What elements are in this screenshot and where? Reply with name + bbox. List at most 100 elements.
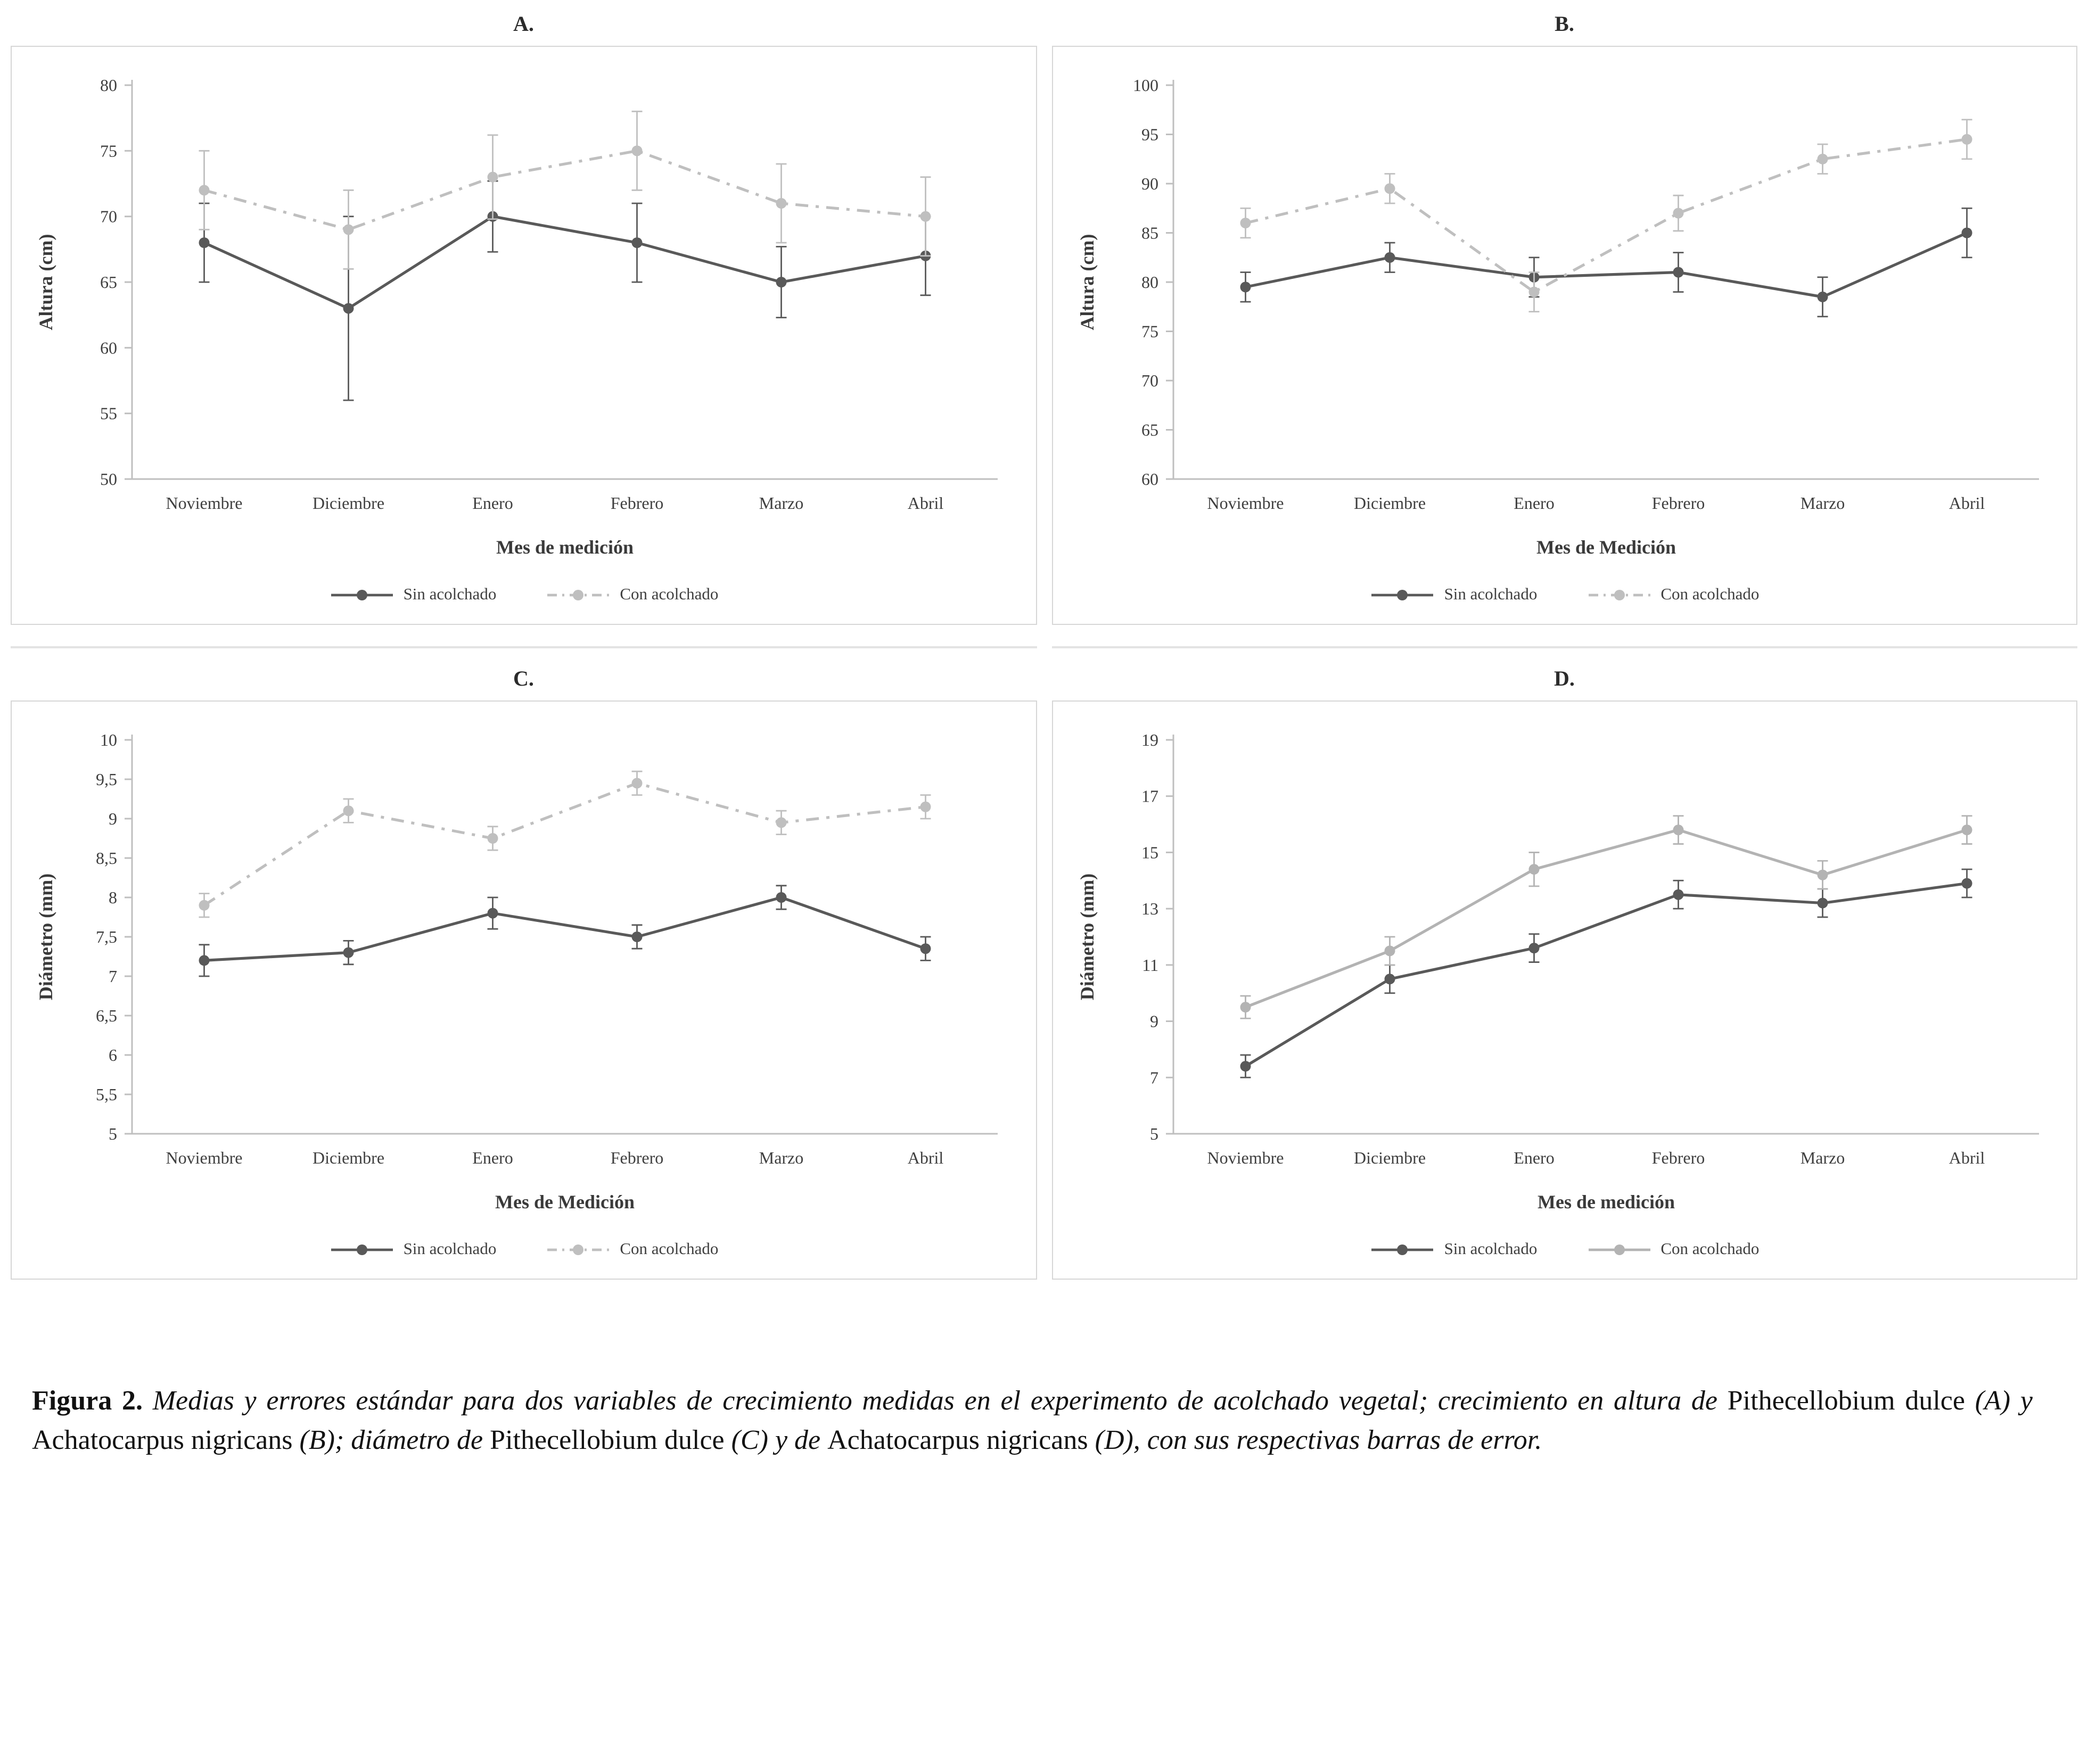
chart-panel-b: 60 65 70 75 80 85 90 95 100 Noviembre Diciembre Ene… [1051, 46, 2077, 625]
data-point-marker [776, 277, 787, 287]
data-point-marker [1673, 889, 1683, 900]
data-point-marker [1240, 218, 1251, 228]
data-point-marker [920, 801, 931, 812]
y-tick-label: 9 [109, 809, 118, 828]
x-tick-label: Diciembre [313, 493, 384, 513]
data-point-marker [1961, 227, 1972, 238]
x-tick-label: Noviembre [1207, 1148, 1284, 1167]
legend-line-sample-icon [547, 590, 610, 600]
caption-segment: Achatocarpus nigricans [827, 1424, 1095, 1455]
data-point-marker [1817, 153, 1828, 164]
y-tick-label: 55 [101, 404, 118, 423]
x-tick-label: Diciembre [1353, 1148, 1425, 1167]
y-tick-label: 65 [1141, 421, 1158, 440]
caption-segment: Achatocarpus nigricans [32, 1424, 300, 1455]
y-axis: 5 7 9 11 13 15 17 19 [1141, 730, 1174, 1143]
y-tick-label: 8,5 [96, 848, 118, 868]
data-point-marker [1384, 183, 1395, 194]
data-point-marker [199, 237, 210, 248]
x-tick-label: Diciembre [1353, 493, 1425, 513]
legend-label: Con acolchado [1660, 586, 1760, 604]
data-point-marker [1384, 945, 1395, 957]
chart-canvas: 50 55 60 65 70 75 80 Noviembre Diciembre Enero Feb… [36, 76, 998, 558]
y-axis: 60 65 70 75 80 85 90 95 100 [1133, 76, 1174, 489]
y-tick-label: 17 [1141, 787, 1158, 806]
x-tick-label: Marzo [1800, 1148, 1845, 1167]
row-separator-left [11, 646, 1037, 648]
y-tick-label: 95 [1141, 125, 1158, 144]
legend-label: Con acolchado [620, 1240, 719, 1258]
caption-segment: (C) y de [731, 1424, 828, 1455]
data-point-marker [1673, 208, 1683, 219]
legend-line-sample-icon [1371, 590, 1434, 600]
chart-panel-c: 5 5,5 6 6,5 7 7,5 8 8,5 9 9,5 10 Noviembre Diciembre… [11, 700, 1037, 1280]
x-tick-label: Noviembre [166, 493, 243, 513]
charts-grid: A. 50 55 60 65 70 75 80 Noviembre Diciembre Enero… [0, 9, 2088, 1280]
x-tick-label: Marzo [759, 493, 804, 513]
data-point-marker [1673, 267, 1683, 278]
data-point-marker [920, 943, 931, 954]
y-tick-label: 5,5 [96, 1085, 118, 1104]
series-line [1245, 828, 1967, 1009]
legend-label: Sin acolchado [403, 586, 497, 604]
error-bars [1240, 868, 1972, 1078]
data-point-marker [1961, 825, 1972, 836]
legend-line-sample-icon [331, 1244, 393, 1255]
y-axis-label: Diámetro (mm) [36, 873, 57, 1000]
y-tick-label: 8 [109, 888, 118, 907]
caption-segment: Pithecellobium dulce [1727, 1385, 1975, 1416]
x-axis: Noviembre Diciembre Enero Febrero Marzo Abril [132, 1133, 998, 1167]
panel-section-a: A. 50 55 60 65 70 75 80 Noviembre Diciembre Enero… [11, 9, 1037, 625]
x-tick-label: Enero [473, 1148, 513, 1167]
data-point-marker [1961, 134, 1972, 145]
y-axis-label: Altura (cm) [36, 234, 57, 331]
data-point-marker [199, 955, 210, 966]
x-tick-label: Noviembre [1207, 493, 1284, 513]
panel-label-d: D. [1554, 667, 1575, 691]
chart-panel-d: 5 7 9 11 13 15 17 19 Noviembre Diciembre Enero Febr… [1051, 700, 2077, 1280]
legend-label: Sin acolchado [1444, 1240, 1538, 1258]
y-tick-label: 75 [101, 141, 118, 160]
legend-label: Sin acolchado [1444, 586, 1538, 604]
y-tick-label: 7 [109, 967, 118, 986]
caption-segment: Pithecellobium dulce [490, 1424, 731, 1455]
y-tick-label: 70 [1141, 371, 1158, 390]
y-tick-label: 75 [1141, 322, 1158, 341]
data-point-marker [1673, 825, 1683, 836]
panel-label-b: B. [1555, 13, 1574, 36]
data-point-marker [632, 145, 643, 156]
y-axis-label: Altura (cm) [1076, 234, 1098, 331]
series-line [203, 781, 926, 906]
data-point-marker [1528, 943, 1539, 954]
x-tick-label: Enero [1514, 493, 1554, 513]
x-tick-label: Febrero [611, 493, 664, 513]
series-line [203, 215, 926, 310]
legend-label: Con acolchado [1660, 1240, 1760, 1258]
x-axis-label: Mes de medición [1538, 1191, 1675, 1213]
caption-segment: Medias y errores estándar para dos varia… [142, 1385, 1728, 1416]
x-tick-label: Abril [908, 1148, 944, 1167]
data-point-marker [776, 892, 787, 903]
chart-d: 5 7 9 11 13 15 17 19 Noviembre Diciembre Enero Febr… [1057, 719, 2072, 1259]
panel-section-d: D. 5 7 9 11 13 15 17 19 Noviembre Diciembre Enero F… [1051, 663, 2077, 1280]
legend-item: Sin acolchado [329, 1240, 496, 1259]
chart-panel-a: 50 55 60 65 70 75 80 Noviembre Diciembre Enero Feb… [11, 46, 1037, 625]
y-tick-label: 19 [1141, 730, 1158, 749]
data-point-marker [343, 805, 354, 817]
panel-label-c: C. [513, 667, 534, 691]
chart-b: 60 65 70 75 80 85 90 95 100 Noviembre Diciembre Ene… [1057, 64, 2072, 605]
x-tick-label: Febrero [1651, 1148, 1705, 1167]
error-bars [1240, 815, 1972, 1019]
chart-canvas: 5 7 9 11 13 15 17 19 Noviembre Diciembre Enero Febr… [1076, 730, 2039, 1213]
legend-item: Sin acolchado [1370, 586, 1538, 605]
y-tick-label: 5 [1150, 1124, 1158, 1143]
y-tick-label: 80 [101, 76, 118, 95]
legend-item: Sin acolchado [1370, 1240, 1538, 1259]
caption-segment: (D), con sus respectivas barras de error… [1095, 1424, 1542, 1455]
row-separator-right [1051, 646, 2077, 648]
x-axis-label: Mes de medición [497, 537, 634, 558]
legend-line-sample-icon [547, 1244, 610, 1255]
chart-legend: Sin acolchado Con acolchado [16, 1240, 1031, 1259]
y-tick-label: 85 [1141, 224, 1158, 243]
data-point-marker [1961, 878, 1972, 889]
